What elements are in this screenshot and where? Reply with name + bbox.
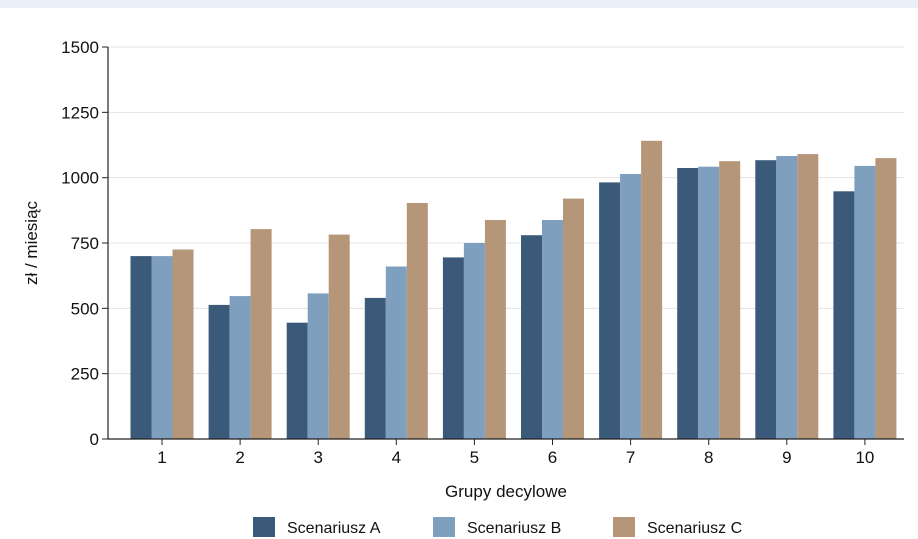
bar (286, 322, 308, 439)
bar (776, 156, 798, 439)
legend-swatch (433, 517, 455, 537)
x-axis-label: Grupy decylowe (445, 482, 567, 501)
y-tick-label: 1000 (61, 169, 99, 188)
bar (364, 297, 386, 439)
x-tick-labels: 1 2 3 4 5 6 7 8 9 10 (157, 448, 874, 467)
legend-swatch (613, 517, 635, 537)
top-band (0, 0, 918, 8)
x-tick-label: 3 (313, 448, 322, 467)
legend: Scenariusz A Scenariusz B Scenariusz C (253, 517, 742, 537)
y-tick-labels: 0 250 500 750 1000 1250 1500 (61, 38, 99, 449)
bar (442, 257, 464, 439)
bar (563, 198, 584, 439)
bar (698, 166, 720, 439)
legend-swatch (253, 517, 275, 537)
legend-label: Scenariusz A (287, 520, 381, 537)
x-tick-label: 1 (157, 448, 166, 467)
bar (307, 293, 329, 439)
bar (406, 203, 428, 439)
bar (797, 154, 819, 439)
bar (755, 160, 777, 439)
bar (229, 296, 251, 439)
bars (130, 140, 897, 440)
x-tick-label: 2 (235, 448, 244, 467)
y-tick-label: 1500 (61, 38, 99, 57)
y-tick-label: 750 (71, 234, 99, 253)
bar (208, 304, 230, 439)
bar (677, 168, 699, 439)
bar (385, 266, 407, 439)
bar (542, 220, 563, 439)
axes (102, 46, 904, 445)
legend-label: Scenariusz C (647, 520, 742, 537)
bar (599, 182, 621, 439)
bar (833, 191, 855, 439)
bar (854, 165, 876, 439)
bar (484, 220, 506, 439)
y-tick-label: 250 (71, 365, 99, 384)
x-tick-label: 8 (704, 448, 713, 467)
bar (641, 140, 663, 440)
x-tick-label: 7 (626, 448, 635, 467)
x-tick-label: 6 (548, 448, 557, 467)
bar (250, 229, 272, 439)
bar (328, 234, 350, 439)
bar (172, 249, 194, 439)
legend-label: Scenariusz B (467, 520, 561, 537)
x-tick-label: 5 (470, 448, 479, 467)
bar (463, 243, 485, 439)
bar (521, 235, 542, 439)
bar (151, 256, 173, 439)
bar (620, 174, 642, 439)
x-tick-label: 10 (855, 448, 874, 467)
x-tick-label: 4 (392, 448, 401, 467)
bar (130, 256, 152, 439)
y-axis-label: zł / miesiąc (22, 200, 41, 285)
y-tick-label: 1250 (61, 103, 99, 122)
x-tick-label: 9 (782, 448, 791, 467)
y-tick-label: 0 (90, 430, 99, 449)
bar (875, 158, 897, 439)
bar (719, 161, 741, 439)
y-tick-label: 500 (71, 299, 99, 318)
